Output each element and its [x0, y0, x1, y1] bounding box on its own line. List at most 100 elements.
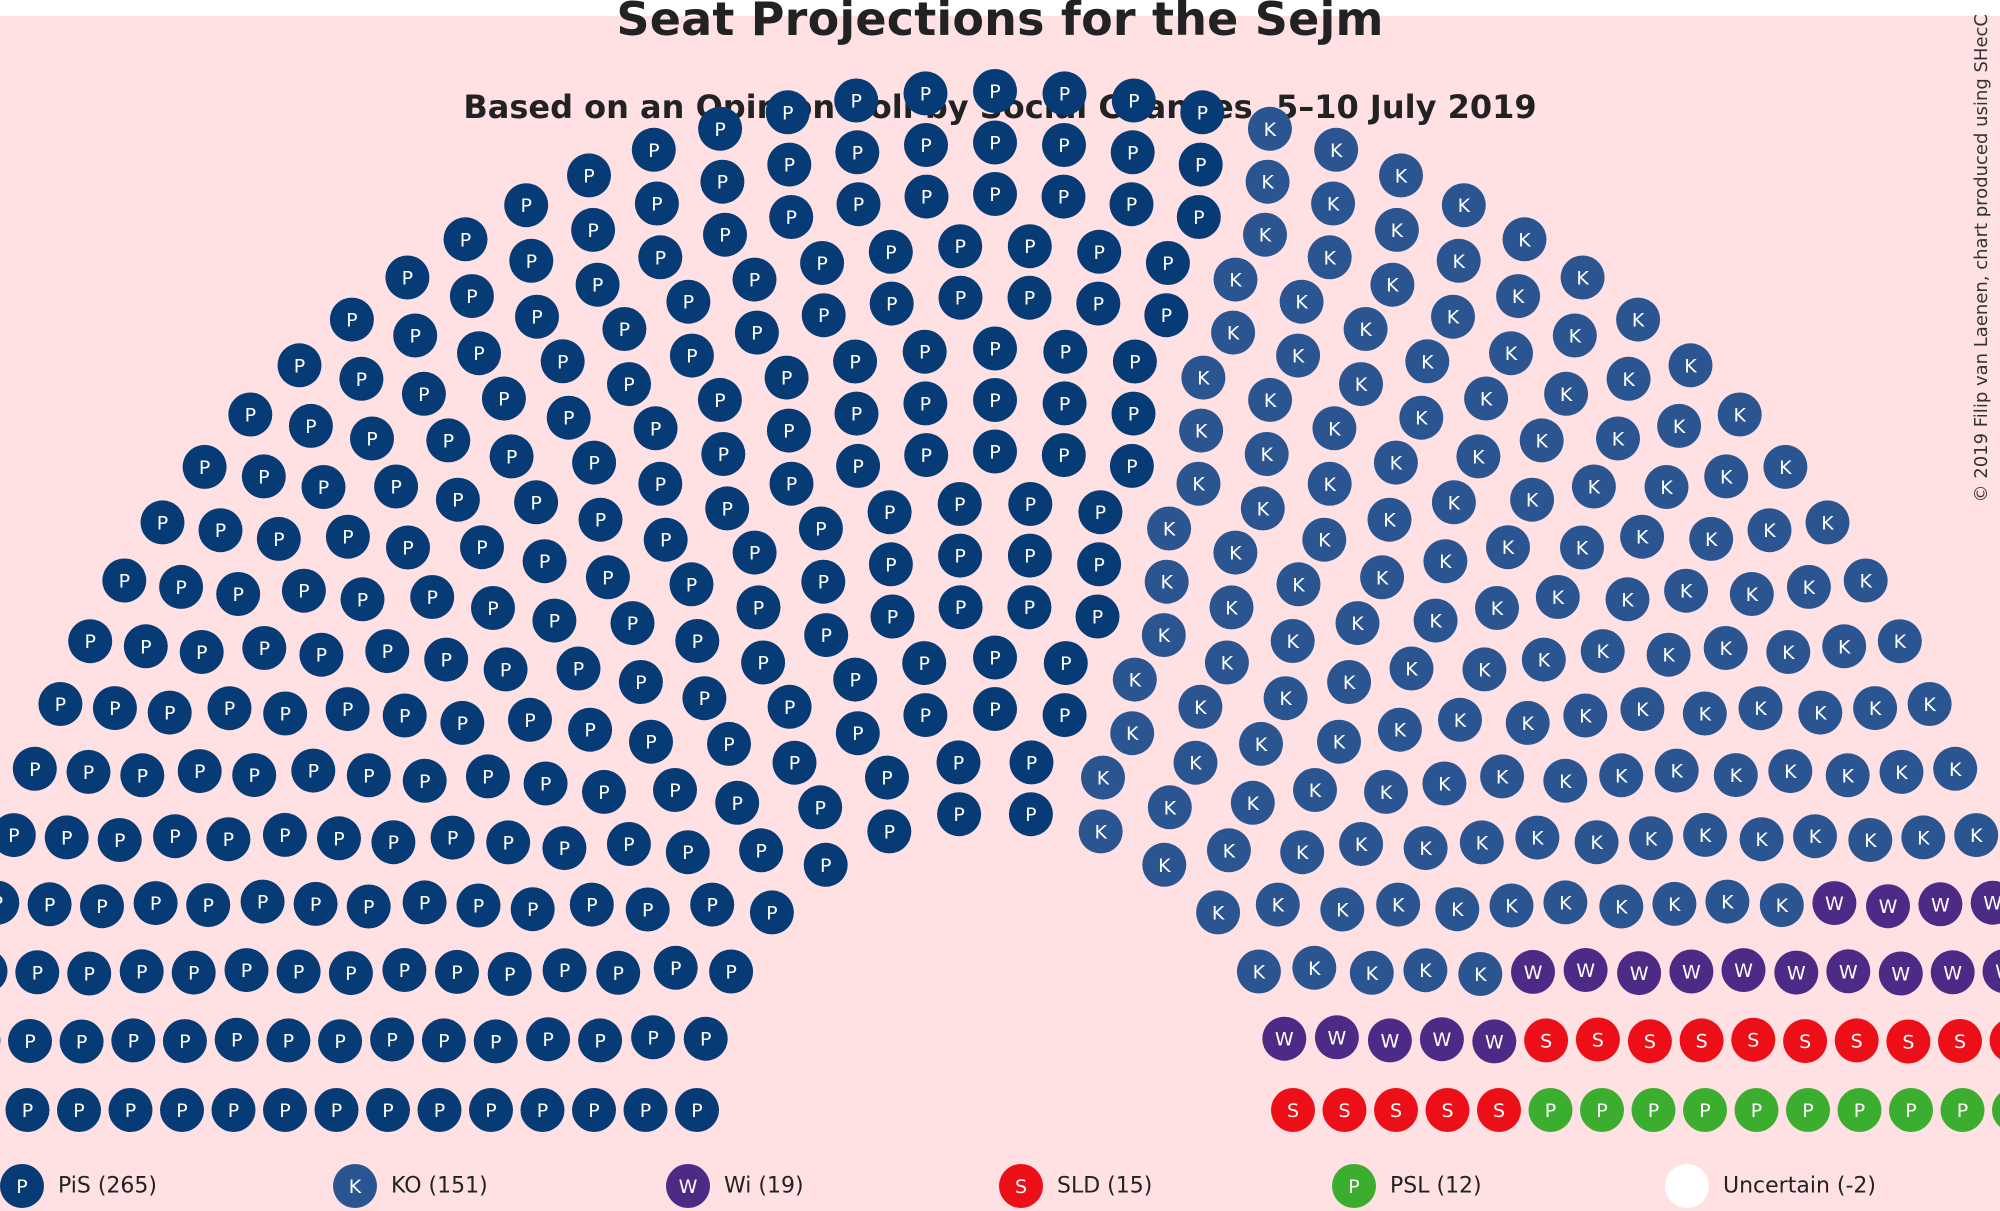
seat-pis: P: [575, 262, 620, 307]
seat-marker: [1374, 1088, 1418, 1132]
seat-label: P: [345, 963, 356, 985]
seat-pis: P: [732, 257, 777, 302]
seat-ko: K: [1652, 881, 1697, 926]
seat-label: P: [757, 653, 768, 675]
seat-label: K: [1421, 351, 1434, 373]
seat-marker: [938, 533, 983, 578]
seat-label: P: [563, 408, 574, 430]
seat-pis: P: [0, 880, 20, 925]
seat-wi: W: [1419, 1017, 1464, 1062]
seat-label: K: [1970, 825, 1983, 847]
seat-wi: W: [1617, 951, 1662, 996]
seat-label: P: [785, 207, 796, 229]
seat-pis: P: [715, 780, 760, 825]
seat-marker: [241, 454, 286, 499]
seat-marker: [631, 127, 676, 172]
seat-label: P: [723, 734, 734, 756]
seat-ko: K: [1543, 758, 1588, 803]
seat-pis: P: [329, 297, 374, 342]
seat-marker: [1620, 687, 1665, 732]
seat-ko: K: [1196, 890, 1241, 935]
seat-wi: W: [1472, 1019, 1517, 1064]
seat-marker: [410, 575, 455, 619]
seat-marker: [1423, 539, 1468, 584]
seat-label: K: [1782, 642, 1795, 664]
seat-pis: P: [162, 1019, 207, 1064]
seat-marker: [1147, 785, 1192, 830]
seat-label: P: [549, 611, 560, 633]
seat-label: K: [1569, 326, 1582, 348]
seat-pis: P: [153, 814, 197, 859]
seat-marker: [1837, 1088, 1882, 1132]
seat-marker: [160, 1088, 204, 1132]
seat-marker: [111, 1018, 156, 1063]
seat-label: P: [954, 236, 965, 258]
seat-pis: P: [263, 691, 308, 736]
seat-label: P: [602, 567, 613, 589]
seat-marker: [1918, 882, 1963, 927]
seat-marker: [804, 613, 849, 658]
seat-label: P: [531, 307, 542, 329]
seat-label: P: [559, 838, 570, 860]
seat-marker: [504, 183, 549, 228]
seat-label: P: [409, 326, 420, 348]
seat-marker: [1314, 127, 1359, 172]
seat-label: P: [623, 834, 634, 856]
seat-pis: P: [1180, 90, 1225, 135]
seat-label: P: [199, 457, 210, 479]
seat-pis: P: [471, 586, 515, 630]
seat-marker: [867, 809, 912, 854]
seat-ko: K: [1717, 392, 1762, 437]
seat-pis: P: [703, 212, 747, 257]
seat-marker: [1379, 153, 1423, 198]
seat-label: P: [699, 688, 710, 710]
seat-pis: P: [186, 883, 231, 928]
seat-pis: P: [0, 813, 36, 858]
seat-pis: P: [120, 753, 165, 798]
seat-marker: [5, 1088, 50, 1132]
seat-ko: K: [1747, 508, 1792, 553]
seat-marker: [732, 257, 777, 302]
seat-label: P: [1802, 1100, 1813, 1122]
legend-item-wi: W Wi (19): [666, 1164, 804, 1208]
seat-pis: P: [256, 516, 301, 561]
seat-marker: [766, 408, 811, 453]
seat-label: P: [487, 598, 498, 620]
seat-pis: P: [653, 945, 698, 990]
seat-marker: [1213, 257, 1258, 302]
seat-marker: [1843, 558, 1888, 603]
seat-pis: P: [1008, 482, 1053, 526]
seat-label: K: [1197, 368, 1210, 390]
seat-ko: K: [1339, 362, 1383, 407]
seat-pis: P: [1178, 142, 1223, 187]
seat-label: P: [884, 821, 895, 843]
seat-marker: [1657, 403, 1702, 448]
seat-label: K: [1755, 829, 1768, 851]
seat-label: P: [419, 892, 430, 914]
seat-pis: P: [277, 343, 322, 388]
seat-marker: [675, 619, 720, 663]
seat-label: P: [527, 899, 538, 921]
seat-pis: P: [1109, 443, 1154, 488]
legend-item-uncertain: Uncertain (-2): [1665, 1164, 1876, 1208]
seat-label: W: [1983, 893, 2000, 915]
seat-marker: [867, 490, 912, 535]
seat-pis: P: [424, 637, 469, 682]
seat-marker: [1041, 174, 1086, 219]
seat-marker: [1886, 1019, 1931, 1064]
seat-marker: [1805, 500, 1850, 545]
seat-label: K: [1502, 537, 1515, 559]
seat-label: K: [1158, 625, 1171, 647]
seat-label: K: [1097, 768, 1110, 790]
seat-label: K: [1164, 797, 1177, 819]
seat-pis: P: [489, 434, 534, 479]
seat-ko: K: [1173, 740, 1218, 785]
seat-label: S: [1540, 1030, 1552, 1052]
seat-label: P: [440, 650, 451, 672]
seat-pis: P: [567, 153, 611, 198]
seat-psl: P: [1734, 1088, 1779, 1132]
seat-pis: P: [666, 279, 711, 324]
seat-marker: [0, 954, 8, 988]
seat-marker: [1703, 626, 1748, 670]
seat-marker: [510, 887, 555, 932]
